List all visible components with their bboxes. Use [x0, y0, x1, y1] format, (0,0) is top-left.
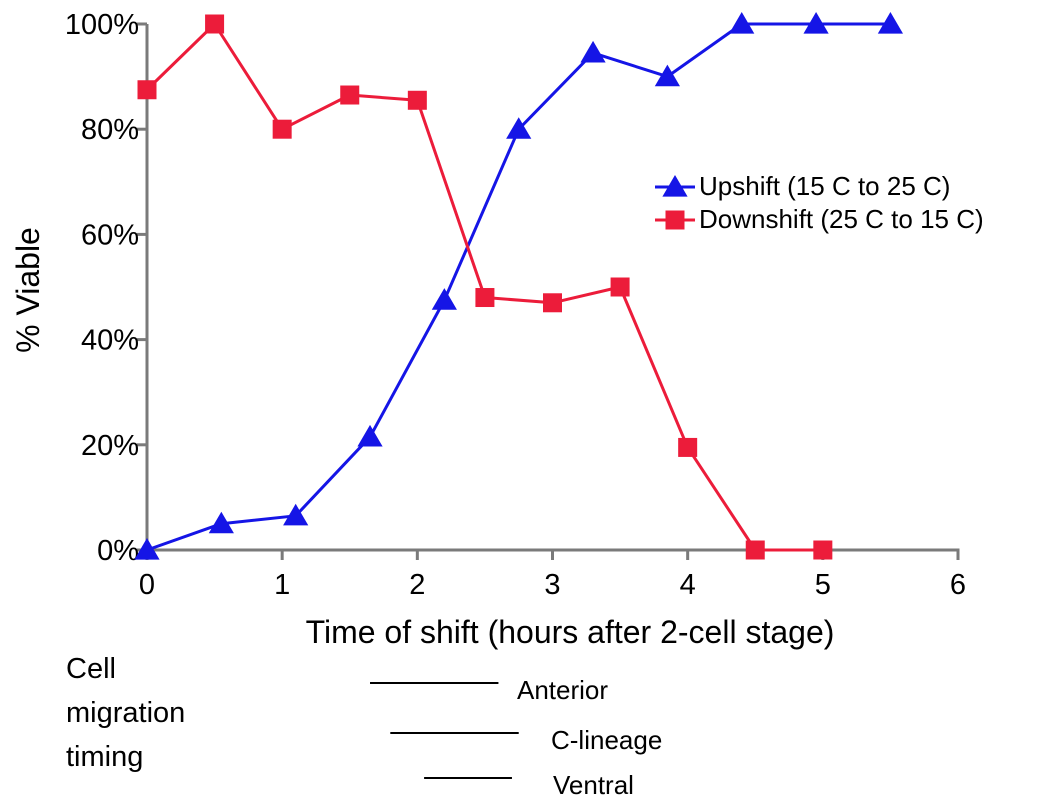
series-line: [146, 22, 891, 552]
legend-label: Upshift (15 C to 25 C): [699, 171, 950, 201]
series-line: [145, 22, 823, 552]
data-point: [678, 437, 698, 457]
series-layer: [134, 12, 904, 560]
x-tick-label: 3: [544, 569, 560, 601]
timing-label-line: timing: [66, 741, 143, 773]
data-point: [340, 85, 360, 105]
data-point: [357, 424, 383, 447]
y-tick-label: 0%: [97, 535, 139, 567]
x-tick-label: 5: [815, 569, 831, 601]
data-point: [803, 12, 829, 34]
timing-label-line: Cell: [66, 653, 116, 685]
timing-bar-label: Anterior: [517, 675, 608, 705]
x-tick-label: 1: [274, 569, 290, 601]
timing-label-line: migration: [66, 697, 185, 729]
legend-marker: [662, 175, 688, 197]
data-point: [283, 503, 309, 526]
data-point: [610, 277, 630, 297]
y-tick-label: 80%: [81, 114, 139, 146]
y-tick-label: 100%: [65, 9, 139, 41]
legend-label: Downshift (25 C to 15 C): [699, 204, 984, 234]
x-tick-label: 2: [409, 569, 425, 601]
timing-bar-label: C-lineage: [551, 725, 662, 755]
data-point: [205, 14, 225, 34]
data-point: [506, 117, 532, 139]
x-tick-label: 6: [950, 569, 966, 601]
data-point: [813, 540, 833, 560]
y-tick-label: 40%: [81, 325, 139, 357]
timing-bar-c-lineage: C-lineage: [390, 725, 662, 755]
timing-bar-label: Ventral: [553, 770, 634, 800]
y-tick-label: 20%: [81, 430, 139, 462]
data-point: [272, 119, 292, 139]
data-point: [745, 540, 765, 560]
data-point: [134, 538, 160, 560]
data-point: [431, 288, 457, 310]
y-tick-label: 60%: [81, 219, 139, 251]
axes: 0% 20% 40% 60% 80% 100% 0 1 2 3 4 5 6 Time of shift (…: [10, 9, 966, 650]
timing-bar-anterior: Anterior: [370, 675, 608, 705]
data-point: [580, 40, 606, 63]
x-axis-title: Time of shift (hours after 2-cell stage): [306, 614, 835, 650]
series-upshift: [134, 12, 904, 560]
data-point: [208, 511, 234, 534]
timing-bar-ventral: Ventral: [424, 770, 634, 800]
x-tick-label: 4: [680, 569, 696, 601]
cell-migration-timing: Cell migration timing Anterior C-lineage Vent…: [66, 653, 662, 800]
data-point: [543, 293, 562, 313]
data-point: [137, 80, 157, 100]
y-axis-title: % Viable: [10, 227, 46, 353]
x-tick-label: 0: [139, 569, 155, 601]
data-point: [407, 90, 427, 110]
data-point: [475, 288, 495, 308]
legend: Upshift (15 C to 25 C)Downshift (25 C to…: [655, 171, 984, 234]
legend-marker: [665, 210, 685, 230]
data-point: [654, 64, 680, 87]
data-point: [729, 12, 755, 34]
legend-entry: Downshift (25 C to 15 C): [655, 204, 984, 234]
series-downshift: [137, 14, 833, 560]
data-point: [877, 12, 904, 34]
legend-entry: Upshift (15 C to 25 C): [655, 171, 950, 201]
